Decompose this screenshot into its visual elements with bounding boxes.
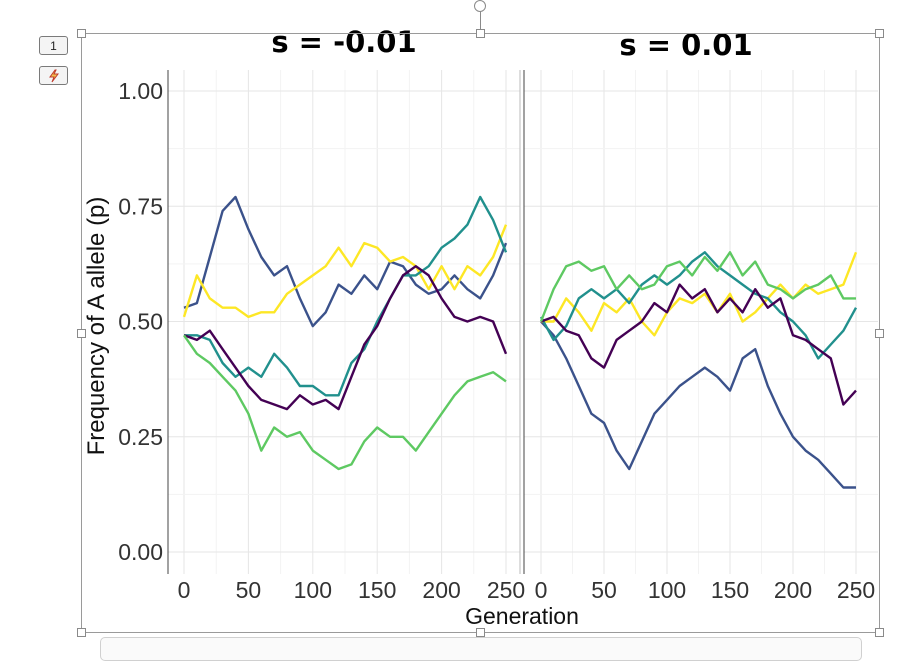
resize-handle-bottom-right[interactable]: [875, 628, 884, 637]
chart-title-left: s = -0.01: [271, 25, 416, 59]
y-axis-label: Frequency of A allele (p): [83, 197, 110, 456]
resize-handle-left[interactable]: [77, 329, 86, 338]
x-tick-label: 50: [236, 577, 262, 603]
y-tick-label: 0.50: [118, 309, 163, 335]
x-tick-label: 200: [774, 577, 812, 603]
resize-handle-top-left[interactable]: [77, 29, 86, 38]
y-tick-label: 0.75: [118, 193, 163, 219]
series-line-2: [541, 251, 858, 337]
x-tick-label: 100: [648, 577, 686, 603]
x-tick-label: 150: [711, 577, 749, 603]
x-tick-label: 50: [591, 577, 617, 603]
resize-handle-bottom[interactable]: [476, 628, 485, 637]
x-tick-label: 200: [422, 577, 460, 603]
quick-action-button[interactable]: [39, 66, 68, 85]
x-tick-label: 100: [294, 577, 332, 603]
series-line-3: [184, 195, 508, 397]
x-axis-label: Generation: [465, 603, 579, 629]
series-line-5: [539, 251, 856, 322]
x-tick-label: 250: [837, 577, 875, 603]
x-tick-label: 150: [358, 577, 396, 603]
series-line-5: [183, 334, 507, 471]
rotate-handle[interactable]: [474, 0, 486, 12]
selection-frame: [81, 33, 880, 633]
series-line-4: [540, 283, 857, 406]
series-line-2: [182, 224, 508, 319]
x-tick-label: 0: [178, 577, 191, 603]
y-tick-label: 0.00: [118, 539, 163, 565]
resize-handle-top-right[interactable]: [875, 29, 884, 38]
resize-handle-top[interactable]: [476, 29, 485, 38]
series-line-4: [183, 265, 508, 411]
series-line-1: [540, 320, 856, 489]
resize-handle-right[interactable]: [875, 329, 884, 338]
slide-number-label: 1: [50, 38, 57, 53]
resize-handle-bottom-left[interactable]: [77, 628, 86, 637]
lightning-icon: [47, 69, 61, 83]
rotation-connector: [480, 10, 481, 32]
y-tick-label: 1.00: [118, 78, 163, 104]
slide-number-button[interactable]: 1: [39, 36, 68, 55]
panel-right: 0 50 100 150 200 250: [523, 70, 878, 603]
panel-left: 0 50 100 150 200 250 0.00 0.25 0.50 0.75 1.00: [118, 70, 525, 603]
notes-bar[interactable]: [100, 637, 862, 661]
y-tick-label: 0.25: [118, 424, 163, 450]
x-tick-label: 250: [487, 577, 525, 603]
x-tick-label: 0: [535, 577, 548, 603]
series-line-3: [539, 251, 858, 360]
series-line-1: [183, 195, 508, 328]
